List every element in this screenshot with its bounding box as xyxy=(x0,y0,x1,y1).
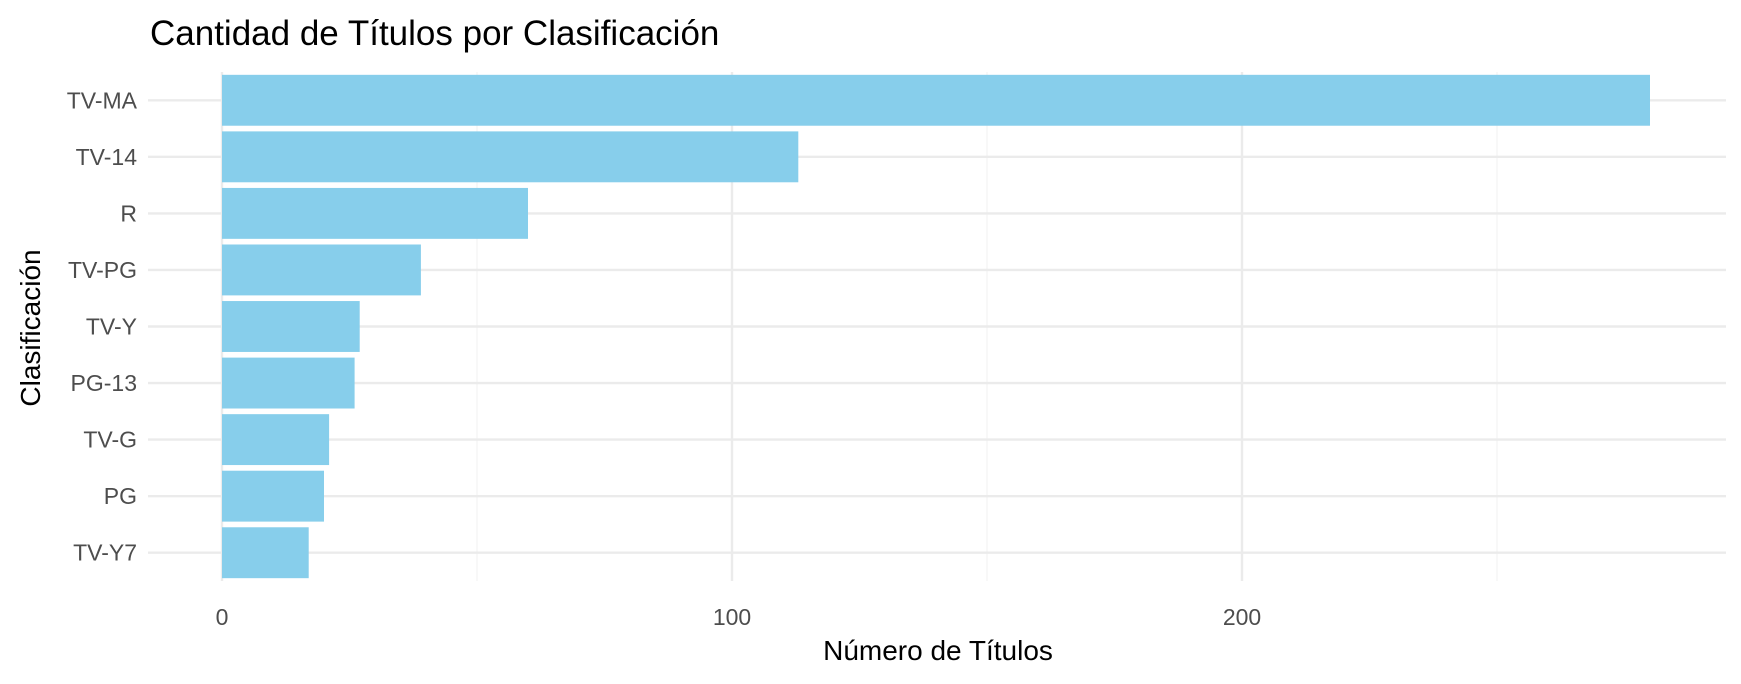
bar-tv-14 xyxy=(222,131,799,183)
bar-r xyxy=(222,187,528,239)
y-tick-label: TV-G xyxy=(83,427,137,453)
bar-pg-13 xyxy=(222,357,355,409)
y-tick-label: TV-Y7 xyxy=(73,540,137,566)
bar-tv-g xyxy=(222,414,330,466)
y-tick-label: TV-14 xyxy=(76,144,138,170)
bar-tv-pg xyxy=(222,244,421,296)
bar-tv-ma xyxy=(222,74,1650,126)
y-tick-label: PG xyxy=(104,483,137,509)
bar-tv-y7 xyxy=(222,527,309,579)
x-axis-title: Número de Títulos xyxy=(823,635,1053,666)
y-tick-label: TV-PG xyxy=(68,257,137,283)
y-axis-title: Clasificación xyxy=(15,249,46,406)
y-tick-label: TV-Y xyxy=(86,314,137,340)
bars-layer xyxy=(222,74,1650,579)
y-tick-label: R xyxy=(120,200,137,226)
y-tick-label: PG-13 xyxy=(71,370,137,396)
grid-layer xyxy=(148,72,1726,581)
bar-tv-y xyxy=(222,301,360,352)
x-tick-label: 0 xyxy=(216,604,229,630)
chart-title: Cantidad de Títulos por Clasificación xyxy=(150,14,719,53)
y-tick-label: TV-MA xyxy=(67,87,138,113)
x-tick-label: 100 xyxy=(713,604,751,630)
x-tick-label: 200 xyxy=(1223,604,1261,630)
tick-labels-layer: TV-MA TV-14 R TV-PG TV-Y PG-13 TV-G PG TV-Y7 0 100… xyxy=(67,87,1261,630)
bar-pg xyxy=(222,470,324,522)
